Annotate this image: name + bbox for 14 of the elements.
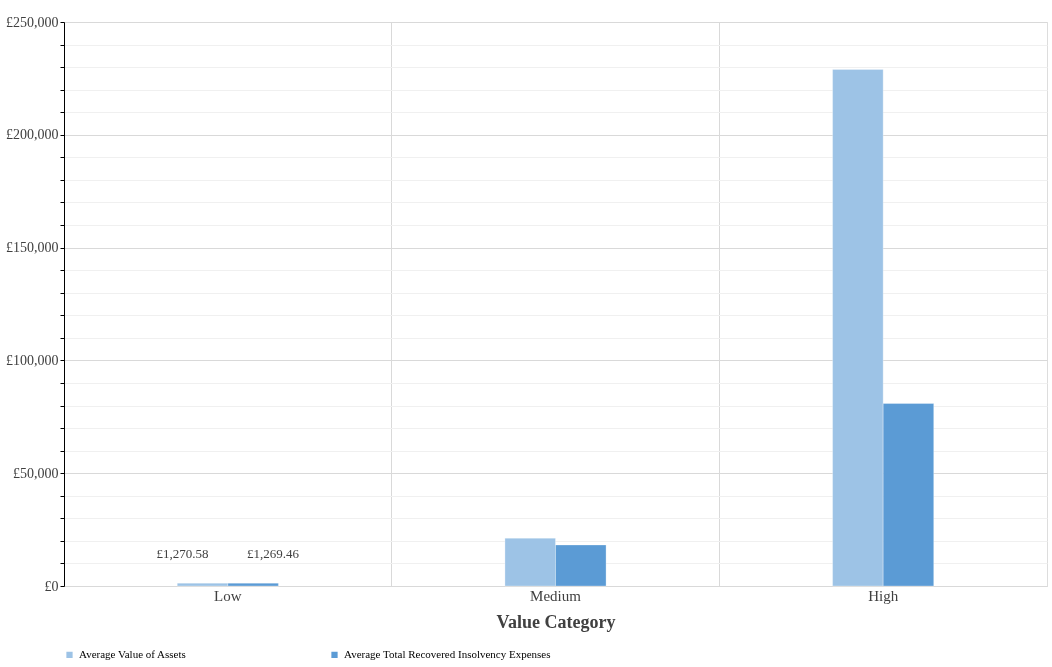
y-tick-label: £50,000 xyxy=(13,465,59,481)
data-label: £1,270.58 xyxy=(156,546,209,562)
legend-label: Average Total Recovered Insolvency Expenses xyxy=(344,647,551,660)
x-tick-label: High xyxy=(868,587,899,604)
y-tick-label: £200,000 xyxy=(6,127,59,143)
x-tick-label: Low xyxy=(214,587,242,604)
x-axis-title: Value Category xyxy=(496,611,616,632)
y-tick-label: £100,000 xyxy=(6,352,59,368)
x-tick-label: Medium xyxy=(530,587,582,604)
data-label: £1,269.46 xyxy=(247,546,300,562)
y-tick-label: £0 xyxy=(44,578,59,594)
legend-label: Average Value of Assets xyxy=(79,647,186,660)
y-tick-label: £150,000 xyxy=(6,240,59,256)
y-tick-label: £250,000 xyxy=(6,14,59,30)
